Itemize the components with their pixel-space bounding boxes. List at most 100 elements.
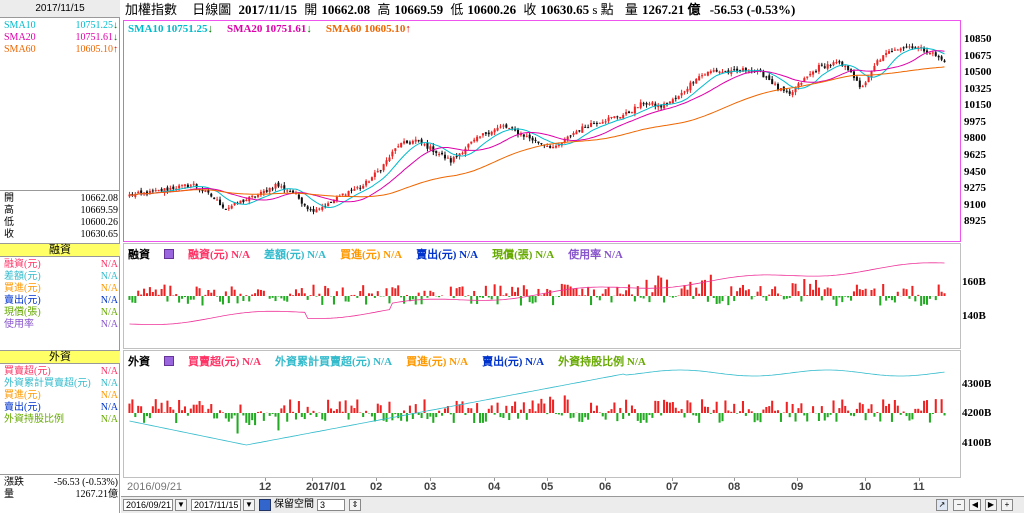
keep-space-input[interactable]: 3 — [317, 499, 345, 511]
zoom-icon[interactable]: ↗ — [936, 499, 948, 511]
foreign-bar — [698, 413, 701, 423]
ohlc-value: 10662.08 — [80, 193, 119, 204]
candle-body — [309, 209, 312, 211]
foreign-bar — [920, 410, 923, 413]
candle-body — [286, 190, 289, 192]
margin-settings-icon[interactable] — [164, 249, 174, 259]
foreign-bar — [768, 406, 771, 413]
foreign-bar — [271, 413, 274, 414]
sidebar-sma-label: SMA20 — [4, 32, 36, 43]
candle-body — [163, 188, 166, 193]
candle-body — [274, 183, 277, 189]
x-tick-mark — [547, 478, 548, 481]
zoom-out-icon[interactable]: − — [953, 499, 965, 511]
price-y-axis: 10850 10675 10500 10325 10150 9975 9800 9625 945… — [962, 20, 1024, 242]
margin-bar — [216, 296, 219, 297]
candle-body — [256, 195, 260, 197]
x-tick: 05 — [541, 481, 554, 493]
foreign-bar — [660, 413, 663, 416]
volume-header-value: 1267.21 億 — [641, 2, 701, 17]
foreign-bar-chart[interactable] — [124, 351, 960, 477]
candle-body — [294, 193, 298, 195]
candle-body — [490, 131, 493, 135]
keep-space-icon[interactable] — [259, 499, 271, 511]
sidebar-margin-row: 賣出(元) N/A — [4, 295, 118, 307]
margin-bar — [604, 289, 607, 296]
candle-body — [207, 190, 210, 193]
price-panel[interactable]: SMA10 10751.25↓ SMA20 10751.61↓ SMA60 1060… — [123, 20, 961, 242]
foreign-settings-icon[interactable] — [164, 356, 174, 366]
margin-bar — [610, 296, 613, 303]
margin-bar — [683, 285, 686, 296]
candle-body — [192, 183, 195, 185]
foreign-bar — [338, 401, 341, 413]
margin-panel[interactable]: 融資 融資(元) N/A 差額(元) N/A 買進(元) N/A 賣出(元) N/A 現償… — [123, 243, 961, 349]
margin-item-value: N/A — [100, 271, 118, 282]
foreign-bar — [441, 413, 444, 416]
candle-body — [633, 106, 636, 114]
candle-body — [183, 184, 186, 186]
candle-body — [733, 69, 736, 71]
margin-bar — [575, 287, 578, 296]
margin-bar — [493, 284, 496, 296]
candle-body — [774, 83, 777, 85]
foreign-bar — [201, 405, 204, 413]
candle-body — [441, 152, 444, 155]
candle-body — [408, 142, 411, 144]
foreign-bar — [674, 407, 677, 413]
scroll-right-icon[interactable]: ▶ — [985, 499, 997, 511]
foreign-bar — [394, 413, 397, 415]
foreign-bar — [221, 412, 224, 413]
foreign-bar — [943, 413, 946, 416]
candle-body — [254, 196, 257, 198]
candle-body — [362, 185, 365, 189]
panel-legend-item: 賣出(元) N/A — [482, 356, 545, 368]
candle-body — [169, 187, 172, 190]
sidebar-ohlc-row: 高 10669.59 — [4, 205, 118, 217]
start-date-dropdown-button[interactable]: ▼ — [175, 499, 187, 511]
candlestick-chart[interactable] — [124, 21, 960, 241]
foreign-bar — [820, 406, 823, 413]
sidebar-margin-row: 使用率 N/A — [4, 319, 118, 331]
margin-bar — [306, 296, 309, 300]
foreign-bar — [686, 400, 689, 413]
candle-body — [277, 182, 280, 187]
margin-bar — [809, 283, 812, 296]
margin-bar — [923, 296, 926, 305]
margin-bar — [514, 291, 517, 296]
margin-bar — [490, 296, 493, 300]
margin-bar — [885, 296, 888, 301]
candle-body — [739, 69, 742, 72]
spin-buttons[interactable]: ⇕ — [349, 499, 361, 511]
zoom-in-icon[interactable]: + — [1001, 499, 1013, 511]
margin-bar-chart[interactable] — [124, 244, 960, 348]
foreign-bar — [286, 413, 289, 422]
foreign-bar — [251, 413, 254, 421]
foreign-bar — [610, 409, 613, 413]
foreign-bar — [356, 399, 359, 413]
foreign-bar — [181, 410, 184, 413]
sidebar-sma-row: SMA20 10751.61↓ — [4, 32, 118, 44]
candle-body — [210, 193, 213, 197]
margin-bar — [663, 296, 666, 303]
foreign-bar — [838, 408, 841, 413]
foreign-y-4100: 4100B — [962, 437, 992, 449]
foreign-bar — [619, 407, 622, 413]
foreign-bar — [753, 413, 756, 423]
start-date-field[interactable]: 2016/09/21 — [123, 499, 173, 511]
foreign-bar — [823, 413, 826, 421]
margin-bar — [855, 284, 858, 296]
candle-body — [435, 150, 438, 154]
foreign-bar — [642, 413, 645, 421]
foreign-panel[interactable]: 外資 買賣超(元) N/A 外資累計買賣超(元) N/A 買進(元) N/A 賣出(元)… — [123, 350, 961, 478]
end-date-field[interactable]: 2017/11/15 — [191, 499, 241, 511]
end-date-dropdown-button[interactable]: ▼ — [243, 499, 255, 511]
candle-body — [572, 133, 575, 136]
x-tick: 2016/09/21 — [127, 481, 183, 493]
foreign-bar — [604, 413, 607, 420]
scroll-left-icon[interactable]: ◀ — [969, 499, 981, 511]
sidebar-sma-row: SMA60 10605.10↑ — [4, 44, 118, 56]
margin-bar — [937, 284, 940, 296]
foreign-bar — [403, 410, 406, 413]
candle-body — [581, 126, 584, 133]
